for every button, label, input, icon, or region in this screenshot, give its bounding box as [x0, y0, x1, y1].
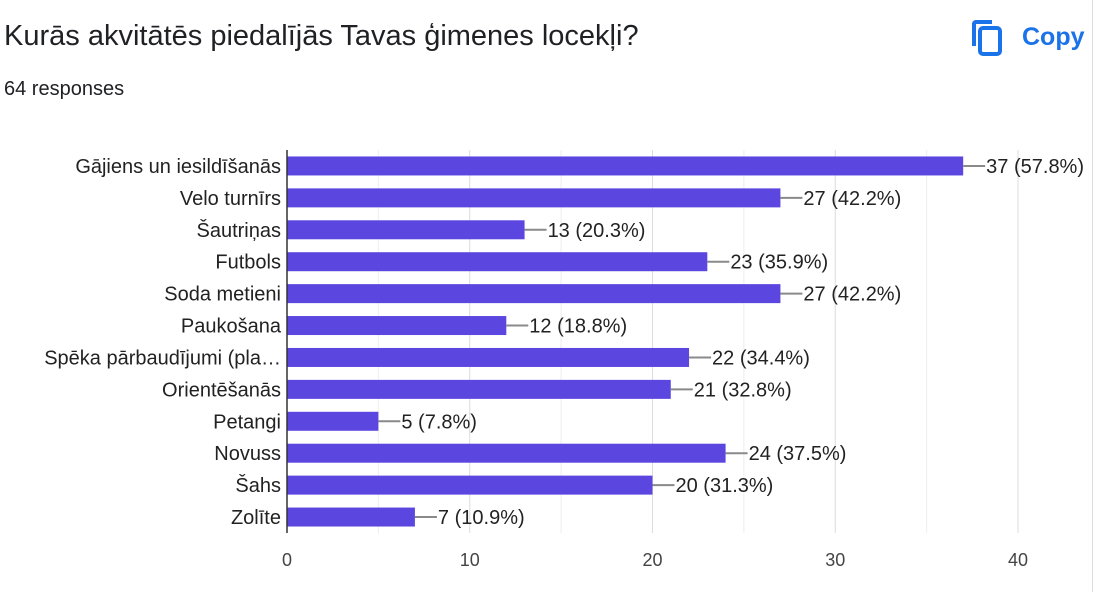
value-label: 13 (20.3%) [548, 220, 646, 242]
category-label: Velo turnīrs [180, 188, 281, 210]
bar [287, 379, 671, 399]
value-label: 27 (42.2%) [803, 188, 901, 210]
bar [287, 316, 507, 336]
category-label: Novuss [214, 443, 281, 465]
copy-label: Copy [1022, 22, 1085, 51]
question-title: Kurās akvitātēs piedalījās Tavas ģimenes… [4, 20, 639, 52]
bar [287, 347, 690, 367]
value-label: 23 (35.9%) [730, 252, 828, 274]
category-label: Šahs [235, 474, 281, 497]
x-tick-label: 30 [825, 550, 845, 570]
category-label: Soda metieni [164, 284, 281, 306]
x-tick-label: 40 [1008, 550, 1028, 570]
bar [287, 188, 781, 208]
category-label: Orientēšanās [162, 379, 281, 401]
value-label: 22 (34.4%) [712, 347, 810, 369]
category-label: Paukošana [181, 316, 282, 338]
response-count: 64 responses [4, 78, 125, 100]
x-tick-label: 20 [642, 550, 662, 570]
category-label: Gājiens un iesildīšanās [75, 156, 281, 178]
bar [287, 475, 653, 495]
bar [287, 252, 708, 272]
value-label: 5 (7.8%) [401, 411, 477, 433]
bar [287, 443, 726, 463]
value-label: 12 (18.8%) [529, 316, 627, 338]
category-label: Petangi [213, 411, 281, 433]
bar [287, 284, 781, 304]
bar [287, 220, 525, 240]
category-label: Zolīte [231, 507, 281, 529]
bar [287, 507, 415, 527]
copy-icon [970, 18, 1004, 56]
bar [287, 156, 964, 176]
value-label: 24 (37.5%) [749, 443, 847, 465]
bar [287, 411, 379, 431]
value-label: 7 (10.9%) [438, 507, 525, 529]
x-tick-label: 10 [460, 550, 480, 570]
category-label: Futbols [215, 252, 281, 274]
value-label: 37 (57.8%) [986, 156, 1084, 178]
value-label: 20 (31.3%) [676, 475, 774, 497]
value-label: 21 (32.8%) [694, 379, 792, 401]
value-label: 27 (42.2%) [803, 284, 901, 306]
category-label: Šautriņas [197, 219, 282, 242]
category-label: Spēka pārbaudījumi (pla… [44, 347, 281, 369]
x-tick-label: 0 [282, 550, 292, 570]
copy-button[interactable]: Copy [964, 12, 1091, 62]
